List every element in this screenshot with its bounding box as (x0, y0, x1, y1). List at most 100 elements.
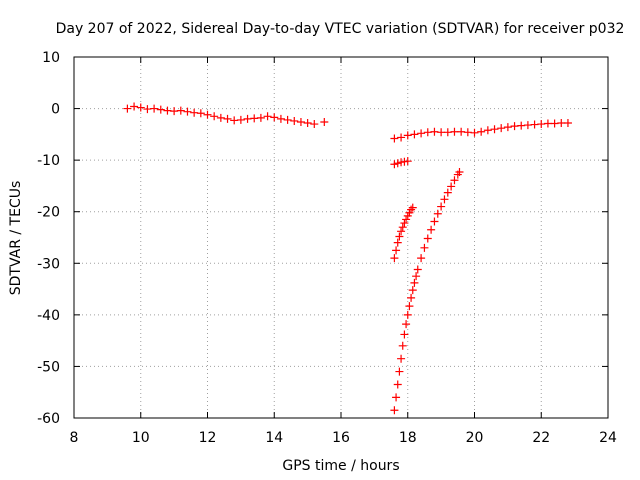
data-point (403, 131, 412, 140)
data-point (490, 125, 499, 134)
data-point (470, 128, 479, 137)
data-point (156, 105, 165, 114)
data-point (183, 107, 192, 116)
data-point (437, 202, 446, 211)
data-point (517, 121, 526, 130)
data-point (395, 367, 404, 376)
data-point (170, 107, 179, 116)
data-point (390, 254, 399, 263)
data-point (397, 354, 406, 363)
data-point (405, 302, 414, 311)
data-point (397, 133, 406, 142)
data-point (320, 117, 329, 126)
x-tick-label: 14 (265, 430, 283, 446)
data-point (130, 102, 139, 111)
data-point (397, 227, 406, 236)
data-point (423, 234, 432, 243)
x-tick-label: 20 (466, 430, 484, 446)
y-tick-label: -40 (37, 308, 60, 324)
data-point (216, 113, 225, 122)
data-point (443, 188, 452, 197)
x-axis-label: GPS time / hours (282, 458, 399, 474)
data-point (407, 293, 416, 302)
data-point (395, 232, 404, 241)
data-point (402, 320, 411, 329)
y-tick-label: 0 (51, 102, 60, 118)
data-point (563, 119, 572, 128)
data-point (400, 330, 409, 339)
data-point (390, 160, 399, 169)
y-tick-label: -30 (37, 256, 60, 272)
data-point (455, 168, 464, 177)
data-point (402, 215, 411, 224)
data-point (417, 129, 426, 138)
data-point (450, 176, 459, 185)
data-point (392, 393, 401, 402)
data-point (393, 159, 402, 168)
data-point (143, 105, 152, 114)
data-point (398, 223, 407, 232)
x-tick-label: 8 (70, 430, 79, 446)
data-point (400, 219, 409, 228)
data-point (276, 114, 285, 123)
y-tick-label: -60 (37, 411, 60, 427)
data-point (136, 103, 145, 112)
ticks: 8 10 12 14 16 18 20 22 24 10 0 -10 -20 -30 -40 -50 -60 (37, 50, 617, 446)
data-point (393, 380, 402, 389)
data-point (408, 203, 417, 212)
data-point (497, 124, 506, 133)
data-point (450, 127, 459, 136)
data-point (190, 108, 199, 117)
data-point (447, 182, 456, 191)
data-point (296, 117, 305, 126)
data-point (457, 127, 466, 136)
data-point (412, 272, 421, 281)
data-point (410, 130, 419, 139)
data-point (243, 114, 252, 123)
series-arc-4 (390, 203, 417, 263)
data-point (417, 254, 426, 263)
data-point (203, 110, 212, 119)
data-point (440, 195, 449, 204)
data-point (410, 278, 419, 287)
data-point (420, 243, 429, 252)
data-point (176, 106, 185, 115)
x-tick-label: 16 (332, 430, 350, 446)
y-axis-label: SDTVAR / TECUs (8, 181, 24, 296)
x-tick-label: 24 (599, 430, 617, 446)
data-point (123, 104, 132, 113)
data-point (392, 246, 401, 255)
x-tick-label: 18 (399, 430, 417, 446)
data-point (150, 104, 159, 113)
series-arc-1 (123, 102, 329, 129)
data-point (398, 341, 407, 350)
data-point (503, 123, 512, 132)
data-point (430, 127, 439, 136)
data-point (443, 128, 452, 137)
y-tick-label: 10 (42, 50, 60, 66)
data-point (413, 265, 422, 274)
data-point (250, 114, 259, 123)
data-point (510, 122, 519, 131)
data-point (433, 209, 442, 218)
chart-title: Day 207 of 2022, Sidereal Day-to-day VTE… (56, 21, 625, 37)
data-point (210, 112, 219, 121)
data-point (390, 134, 399, 143)
data-point (537, 120, 546, 129)
data-point (390, 406, 399, 415)
x-tick-label: 12 (199, 430, 217, 446)
data-point (310, 120, 319, 129)
data-point (557, 119, 566, 128)
data-point (523, 121, 532, 130)
data-point (430, 217, 439, 226)
x-tick-label: 10 (132, 430, 150, 446)
data-point (256, 113, 265, 122)
data-points (123, 102, 572, 415)
data-point (290, 116, 299, 125)
data-point (230, 116, 239, 125)
data-point (483, 126, 492, 135)
y-tick-label: -10 (37, 153, 60, 169)
data-point (403, 157, 412, 166)
data-point (423, 128, 432, 137)
